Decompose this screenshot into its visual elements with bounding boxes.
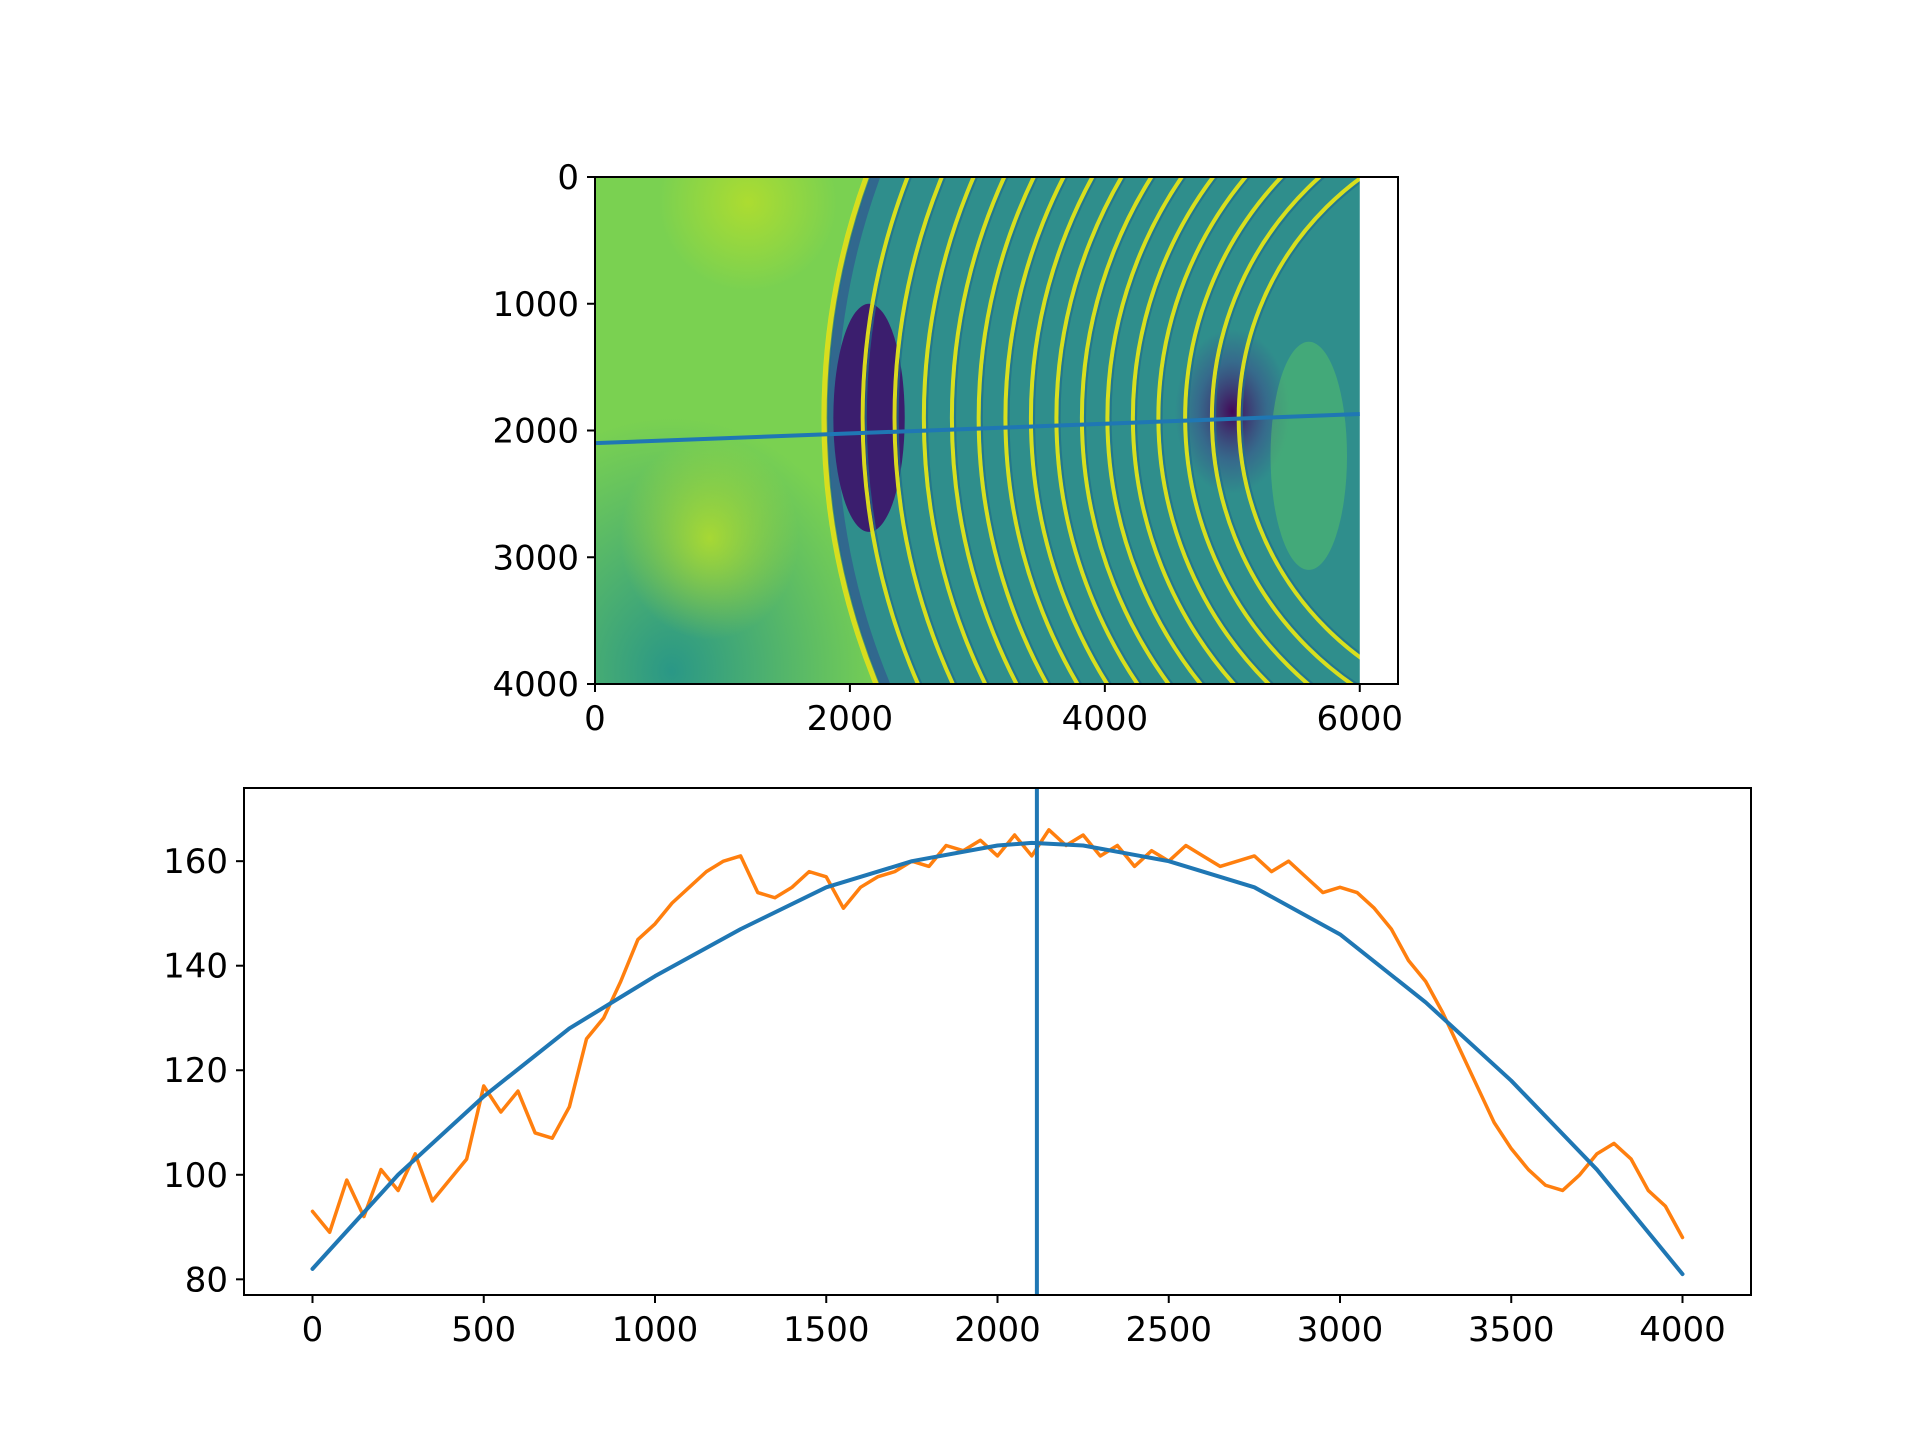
fringe-ring — [922, 177, 988, 684]
image-empty-margin — [1359, 177, 1398, 684]
fringe-ring — [950, 177, 1019, 684]
ring-core-dark-edge — [833, 303, 905, 532]
x-tick-label: 0 — [584, 699, 606, 739]
fringe-ring-shadow — [926, 177, 991, 684]
x-tick-label: 3000 — [1297, 1310, 1384, 1350]
fringe-ring-shadow — [1160, 177, 1275, 684]
fringe-ring-shadow — [1007, 177, 1083, 684]
x-tick-label: 2000 — [954, 1310, 1041, 1350]
fringe-ring-shadow — [865, 177, 923, 684]
x-tick-label: 1000 — [612, 1310, 699, 1350]
y-tick-label: 100 — [163, 1156, 228, 1196]
profile-axis-ticks: 0 500 1000 1500 2000 2500 3000 3500 4000 80 100 120… — [163, 842, 1726, 1350]
core-highlight — [1270, 341, 1348, 570]
x-tick-label: 1500 — [783, 1310, 870, 1350]
ring-core — [837, 177, 1398, 684]
fit-curve-line — [310, 840, 1685, 1277]
fringe-ring-shadow — [826, 177, 882, 684]
fringe-ring — [976, 177, 1050, 684]
fringe-ring — [821, 177, 880, 684]
x-tick-label: 500 — [451, 1310, 516, 1350]
fringe-ring — [860, 177, 921, 684]
fringe-ring — [1131, 177, 1237, 684]
y-tick-label: 0 — [557, 158, 579, 198]
y-tick-label: 3000 — [492, 538, 579, 578]
fringe-ring-shadow — [981, 177, 1052, 684]
fringe-ring-shadow — [1084, 177, 1174, 684]
y-tick-label: 2000 — [492, 412, 579, 452]
profile-axes-frame — [243, 787, 1752, 1296]
profile-panel: 0 500 1000 1500 2000 2500 3000 3500 4000 80 100 120… — [163, 787, 1752, 1350]
y-tick-label: 140 — [163, 947, 228, 987]
x-tick-label: 0 — [302, 1310, 324, 1350]
y-tick-label: 160 — [163, 842, 228, 882]
fringe-image — [595, 177, 1398, 684]
fringe-ring — [1003, 177, 1081, 684]
image-axis-ticks: 0 2000 4000 6000 0 1000 2000 3000 4000 — [492, 158, 1403, 739]
fringe-ring-shadow — [1187, 177, 1315, 684]
fringe-ring-shadow — [1033, 177, 1113, 684]
y-tick-label: 4000 — [492, 665, 579, 705]
fringe-ring-shadow — [1058, 177, 1143, 684]
x-tick-label: 2500 — [1125, 1310, 1212, 1350]
profile-series-group — [310, 788, 1685, 1295]
image-overlay-line-group — [595, 412, 1360, 446]
fringe-ring — [1105, 177, 1204, 684]
fringe-ring — [1054, 177, 1141, 684]
y-tick-label: 80 — [185, 1260, 228, 1300]
image-axes-frame — [594, 176, 1399, 685]
y-tick-label: 1000 — [492, 285, 579, 325]
image-shading-bright-bottom — [620, 436, 799, 640]
image-shading-bright-top — [658, 177, 838, 292]
fringe-ring-shadow — [1109, 177, 1207, 684]
image-panel: 0 2000 4000 6000 0 1000 2000 3000 4000 — [492, 158, 1403, 739]
x-tick-label: 3500 — [1468, 1310, 1555, 1350]
fringe-ring — [1156, 177, 1272, 684]
dark-spot — [1174, 329, 1290, 494]
x-tick-label: 4000 — [1639, 1310, 1726, 1350]
y-tick-label: 120 — [163, 1051, 228, 1091]
fringe-ring-shadow — [954, 177, 1022, 684]
measured-profile-line — [310, 828, 1685, 1240]
fringe-ring — [1183, 177, 1312, 684]
fringe-ring-shadow — [896, 177, 958, 684]
fringe-ring-shadow — [1135, 177, 1240, 684]
fringe-ring — [1029, 177, 1110, 684]
fringe-ring — [892, 177, 956, 684]
fringe-ring — [1080, 177, 1172, 684]
x-tick-label: 2000 — [807, 699, 894, 739]
profile-sample-line — [595, 412, 1360, 446]
x-tick-label: 4000 — [1062, 699, 1149, 739]
x-tick-label: 6000 — [1316, 699, 1403, 739]
